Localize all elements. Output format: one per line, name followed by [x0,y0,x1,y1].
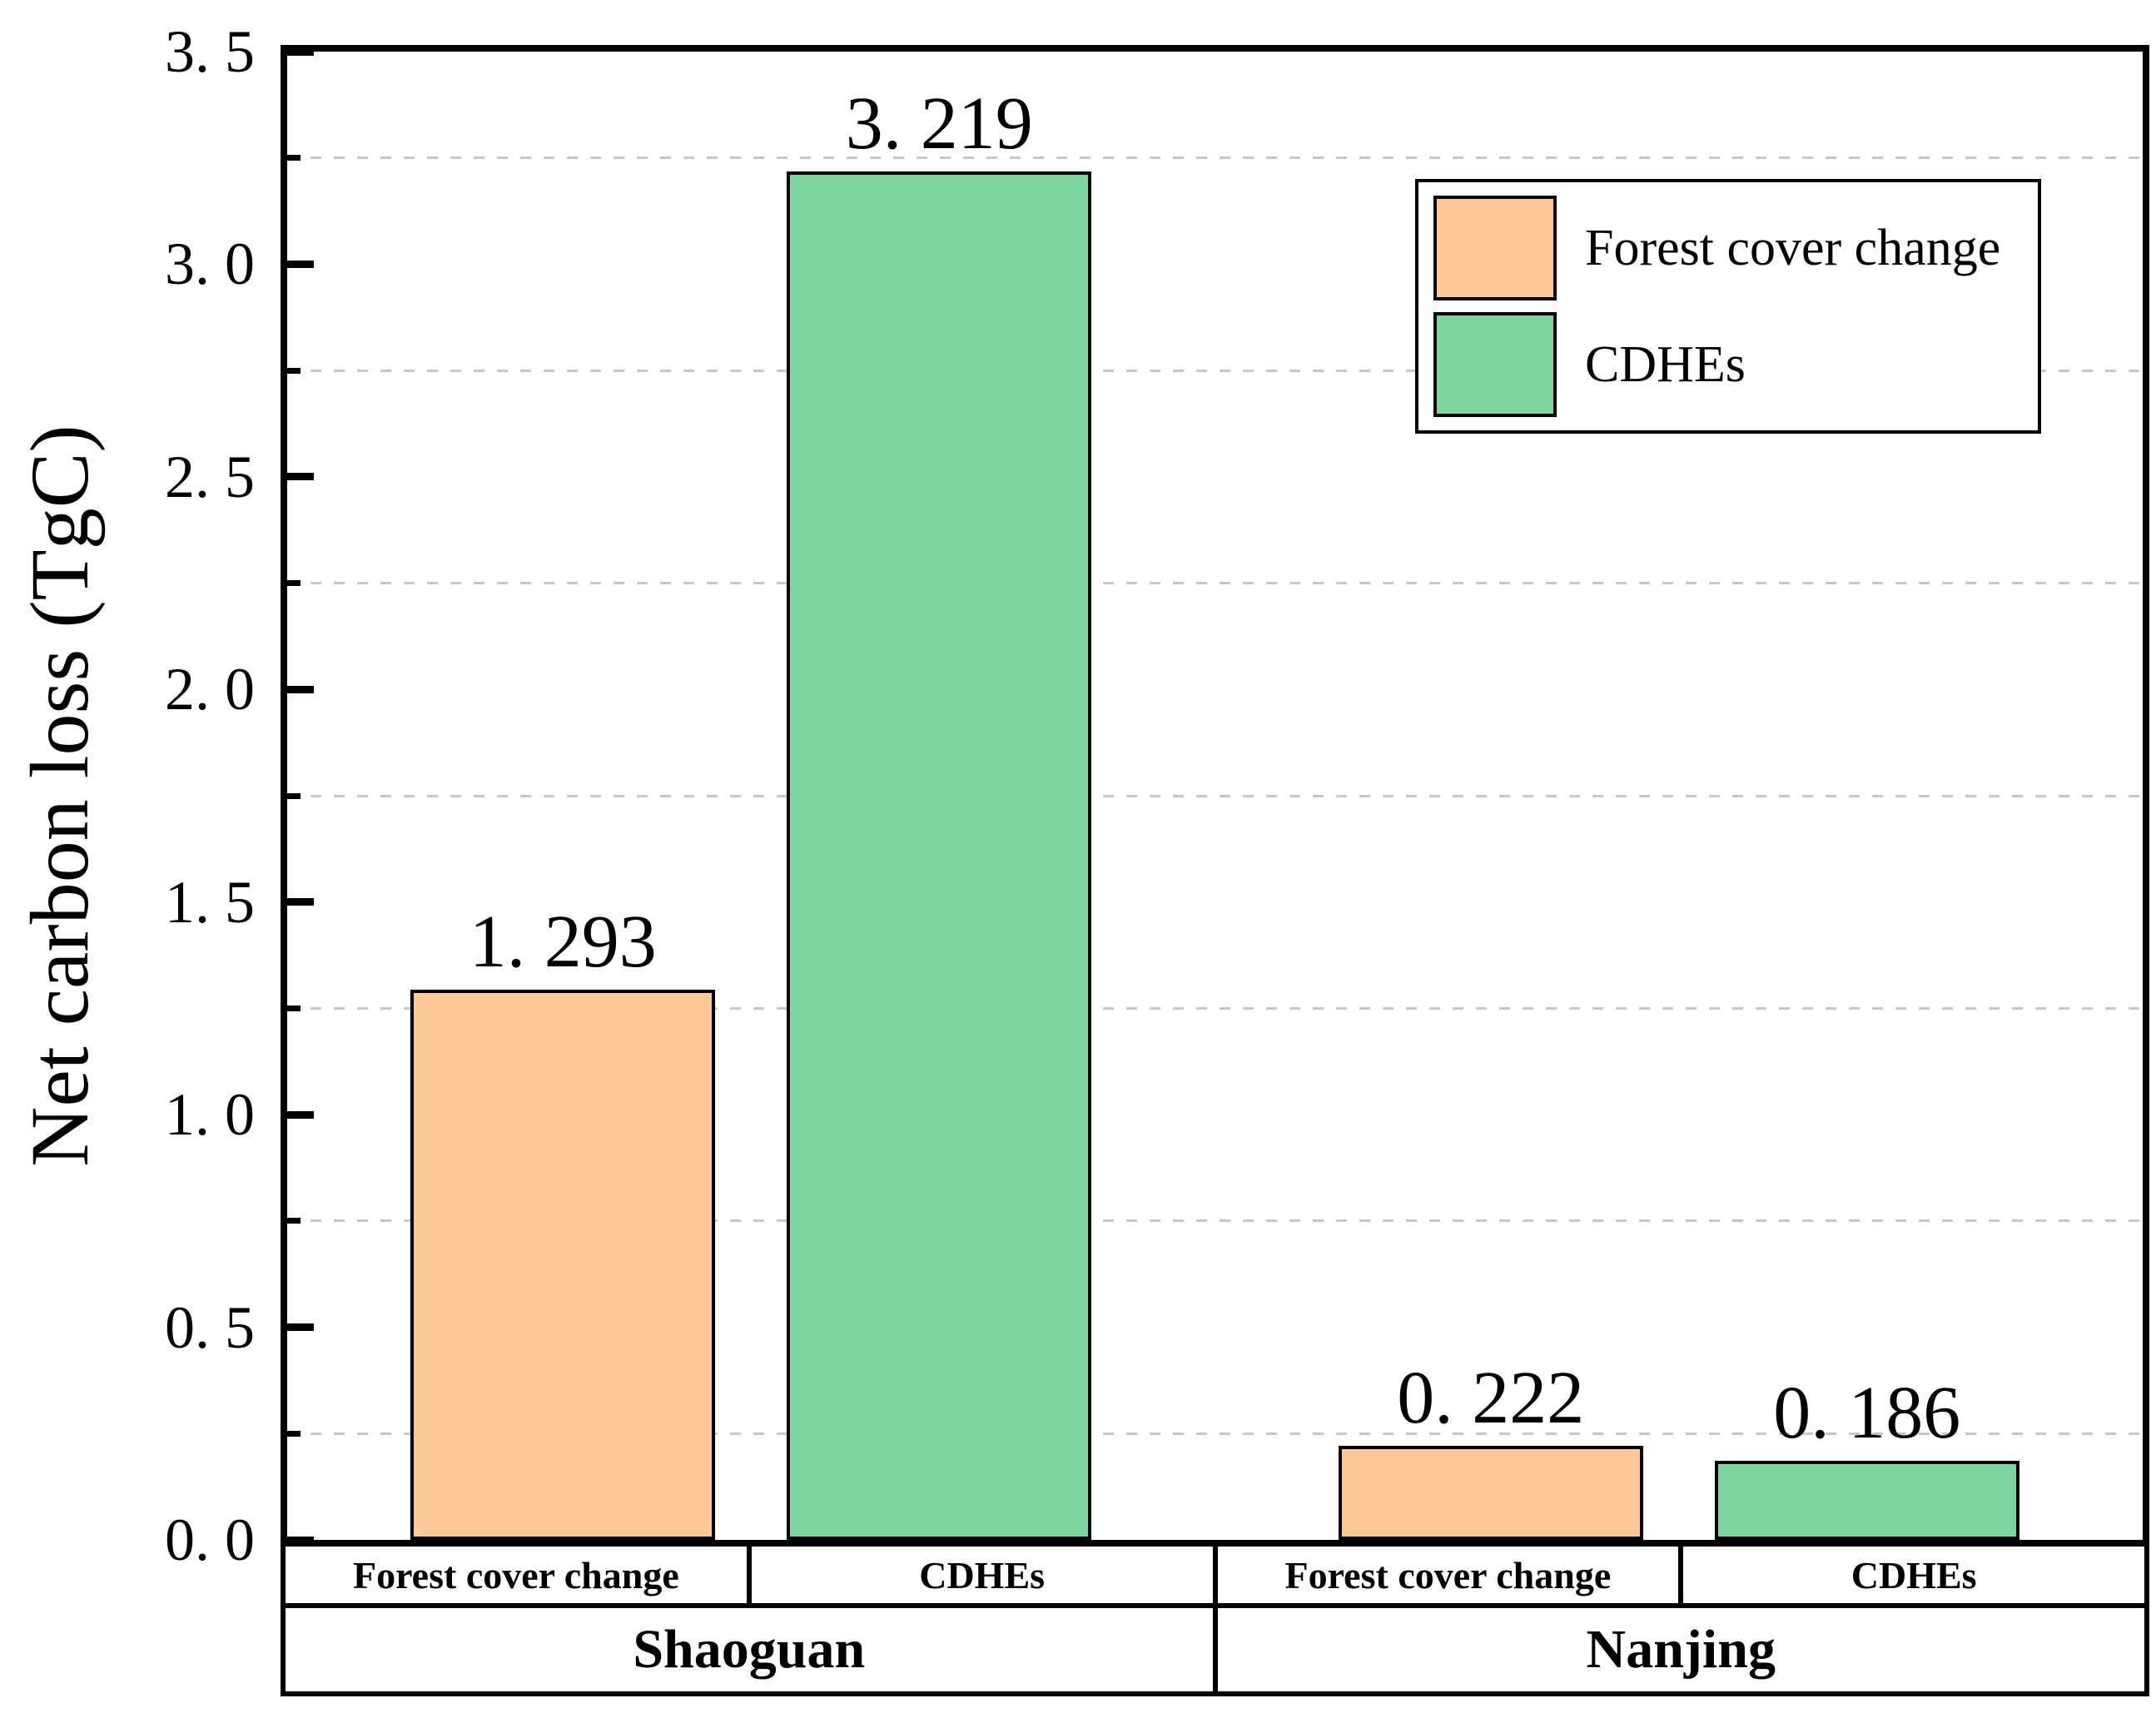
minor-tick [287,1218,301,1224]
minor-tick [287,580,301,587]
major-tick [287,1323,314,1332]
minor-tick [287,1430,301,1437]
bar-shaoguan-cdhes [787,171,1092,1540]
gridline-minor [287,1219,2143,1223]
legend-label: CDHEs [1585,336,1746,393]
major-tick [287,260,314,268]
y-tick-label: 2. 5 [165,443,255,510]
bar-shaoguan-forest-cover-change [410,990,716,1540]
y-tick-label: 3. 5 [165,18,255,85]
x-axis-category-table: Forest cover change CDHEs Forest cover cha… [281,1547,2149,1696]
gridline-minor [287,156,2143,160]
gridline-minor [287,1006,2143,1010]
legend-entry-forest-cover-change: Forest cover change [1433,196,2023,300]
plot-area: 1. 293 3. 219 0. 222 0. 186 Forest cover ch… [281,45,2149,1547]
minor-tick [287,367,301,374]
gridline-minor [287,369,2143,372]
y-tick-label: 0. 0 [165,1507,255,1573]
major-tick [287,685,314,693]
legend-swatch-forest-cover-change [1433,196,1557,300]
bar-value-label: 0. 186 [1773,1372,1961,1454]
major-tick [287,898,314,906]
major-tick [287,473,314,481]
legend: Forest cover change CDHEs [1415,179,2041,434]
bar-value-label: 0. 222 [1397,1357,1585,1439]
major-tick [287,1110,314,1119]
gridline-minor [287,794,2143,797]
bar-value-label: 1. 293 [469,901,657,983]
x-category-cell: CDHEs [1683,1547,2144,1603]
legend-entry-cdhes: CDHEs [1433,312,2023,417]
y-axis-tick-labels: 0. 0 0. 5 1. 0 1. 5 2. 0 2. 5 3. 0 3. 5 [0,0,255,1718]
major-tick [287,1536,314,1544]
minor-tick [287,1005,301,1011]
bar-nanjing-forest-cover-change [1338,1446,1643,1540]
y-tick-label: 3. 0 [165,231,255,298]
y-tick-label: 1. 0 [165,1081,255,1149]
x-category-cell: CDHEs [751,1547,1213,1603]
x-category-cell: Forest cover change [286,1547,747,1603]
y-tick-label: 0. 5 [165,1293,255,1361]
legend-label: Forest cover change [1585,220,2001,276]
bar-nanjing-cdhes [1714,1461,2019,1540]
minor-tick [287,792,301,799]
legend-swatch-cdhes [1433,312,1557,417]
y-tick-label: 1. 5 [165,868,255,936]
x-group-cell: Shaoguan [286,1608,1213,1691]
gridline-minor [287,582,2143,585]
minor-tick [287,155,301,161]
y-tick-label: 2. 0 [165,656,255,723]
bar-value-label: 3. 219 [845,82,1033,165]
gridline-minor [287,1432,2143,1435]
x-group-cell: Nanjing [1217,1608,2144,1691]
major-tick [287,47,314,56]
x-category-cell: Forest cover change [1217,1547,1679,1603]
